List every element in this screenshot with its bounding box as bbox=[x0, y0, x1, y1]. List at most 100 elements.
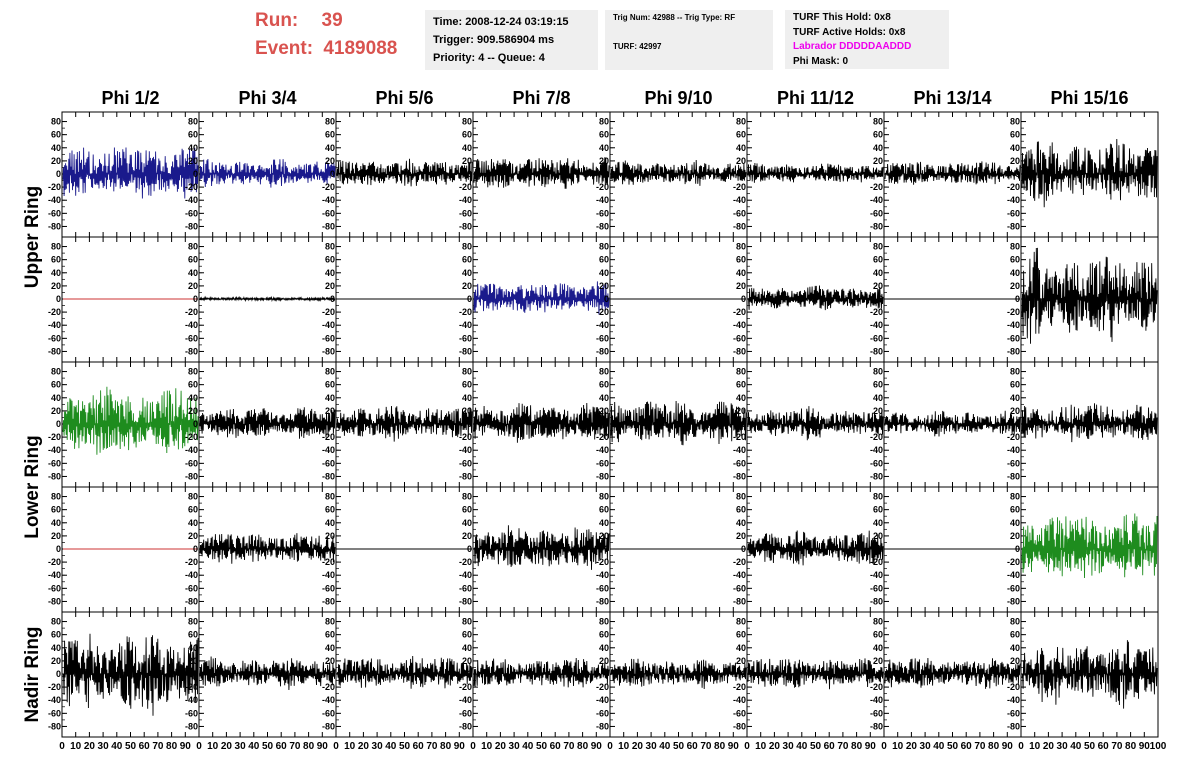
y-tick-label: 80 bbox=[188, 242, 198, 252]
event-line: Event: 4189088 bbox=[255, 38, 397, 60]
y-tick-label: -40 bbox=[322, 695, 335, 705]
y-tick-label: -60 bbox=[48, 208, 61, 218]
y-tick-label: -80 bbox=[596, 346, 609, 356]
run-value: 39 bbox=[321, 10, 343, 31]
y-tick-label: 60 bbox=[599, 255, 609, 265]
x-tick-label: 30 bbox=[509, 741, 521, 752]
x-tick-label: 80 bbox=[440, 741, 452, 752]
waveform-panel: 80 60 40 20 0 -20 -40 -60 -80 bbox=[459, 611, 611, 738]
y-tick-label: 20 bbox=[1010, 156, 1020, 166]
y-tick-label: 40 bbox=[736, 393, 746, 403]
y-tick-label: 0 bbox=[330, 419, 335, 429]
waveform-panel: 80 60 40 20 0 -20 -40 -60 -80 bbox=[185, 361, 337, 488]
waveform-panel: 80 60 40 20 0 -20 -40 -60 -80 bbox=[185, 111, 337, 238]
waveform-trace bbox=[199, 407, 336, 439]
y-tick-label: -40 bbox=[185, 320, 198, 330]
y-tick-label: -60 bbox=[1007, 583, 1020, 593]
x-tick-label: 70 bbox=[700, 741, 712, 752]
y-tick-label: 40 bbox=[873, 518, 883, 528]
x-tick-label: 20 bbox=[906, 741, 918, 752]
x-tick-label: 90 bbox=[591, 741, 603, 752]
y-tick-label: 0 bbox=[741, 669, 746, 679]
y-tick-label: 60 bbox=[873, 380, 883, 390]
y-tick-label: -80 bbox=[596, 721, 609, 731]
x-tick-label: 60 bbox=[687, 741, 699, 752]
x-tick-label: 40 bbox=[522, 741, 534, 752]
y-tick-label: 20 bbox=[599, 656, 609, 666]
y-tick-label: 80 bbox=[51, 617, 61, 627]
y-tick-label: -80 bbox=[1007, 721, 1020, 731]
y-tick-label: 20 bbox=[51, 406, 61, 416]
y-tick-label: -20 bbox=[185, 682, 198, 692]
y-tick-label: -60 bbox=[1007, 333, 1020, 343]
y-tick-label: -80 bbox=[185, 721, 198, 731]
x-tick-label: 70 bbox=[152, 741, 164, 752]
y-tick-label: 0 bbox=[467, 294, 472, 304]
waveform-trace bbox=[884, 410, 1021, 437]
y-tick-label: -40 bbox=[48, 445, 61, 455]
y-tick-label: 40 bbox=[188, 143, 198, 153]
y-tick-label: -60 bbox=[459, 458, 472, 468]
y-tick-label: -60 bbox=[596, 583, 609, 593]
y-tick-label: -20 bbox=[48, 182, 61, 192]
y-tick-label: 0 bbox=[56, 169, 61, 179]
y-tick-label: -40 bbox=[733, 570, 746, 580]
y-tick-label: 80 bbox=[325, 117, 335, 127]
x-tick-label: 60 bbox=[550, 741, 562, 752]
y-tick-label: 60 bbox=[873, 505, 883, 515]
waveform-panel: 80 60 40 20 0 -20 -40 -60 -80 bbox=[1007, 236, 1159, 363]
y-tick-label: -40 bbox=[459, 195, 472, 205]
x-tick-label: 100 bbox=[1150, 741, 1167, 752]
y-tick-label: 40 bbox=[873, 143, 883, 153]
y-tick-label: -80 bbox=[733, 221, 746, 231]
x-tick-label: 30 bbox=[920, 741, 932, 752]
y-tick-label: -40 bbox=[1007, 320, 1020, 330]
y-tick-label: 0 bbox=[467, 669, 472, 679]
y-tick-label: -40 bbox=[1007, 195, 1020, 205]
x-tick-label: 50 bbox=[262, 741, 274, 752]
y-tick-label: -60 bbox=[870, 708, 883, 718]
y-tick-label: 40 bbox=[51, 143, 61, 153]
y-tick-label: 40 bbox=[325, 518, 335, 528]
x-tick-label: 50 bbox=[947, 741, 959, 752]
y-tick-label: 20 bbox=[188, 656, 198, 666]
x-tick-label: 30 bbox=[783, 741, 795, 752]
y-tick-label: -80 bbox=[185, 346, 198, 356]
y-tick-label: -60 bbox=[185, 333, 198, 343]
y-tick-label: 40 bbox=[873, 393, 883, 403]
y-tick-label: 80 bbox=[873, 492, 883, 502]
x-tick-label: 30 bbox=[235, 741, 247, 752]
y-tick-label: -20 bbox=[185, 557, 198, 567]
waveform-trace bbox=[884, 161, 1021, 185]
waveform-panel: 80 60 40 20 0 -20 -40 -60 -80 bbox=[48, 236, 200, 363]
y-tick-label: 60 bbox=[1010, 380, 1020, 390]
y-tick-label: 80 bbox=[462, 492, 472, 502]
y-tick-label: -40 bbox=[733, 445, 746, 455]
y-tick-label: 20 bbox=[51, 156, 61, 166]
y-tick-label: -20 bbox=[48, 682, 61, 692]
waveform-trace bbox=[199, 656, 336, 691]
y-tick-label: -60 bbox=[870, 458, 883, 468]
y-tick-label: -40 bbox=[48, 695, 61, 705]
y-tick-label: 80 bbox=[51, 242, 61, 252]
y-tick-label: 0 bbox=[56, 294, 61, 304]
y-tick-label: -60 bbox=[185, 583, 198, 593]
y-tick-label: -40 bbox=[48, 320, 61, 330]
y-tick-label: 80 bbox=[51, 117, 61, 127]
y-tick-label: -20 bbox=[185, 432, 198, 442]
y-tick-label: 0 bbox=[741, 419, 746, 429]
y-tick-label: 0 bbox=[330, 669, 335, 679]
x-tick-label: 90 bbox=[728, 741, 740, 752]
y-tick-label: -60 bbox=[322, 458, 335, 468]
y-tick-label: 0 bbox=[878, 419, 883, 429]
waveform-trace bbox=[336, 405, 473, 442]
x-tick-label: 60 bbox=[824, 741, 836, 752]
y-tick-label: 20 bbox=[51, 281, 61, 291]
y-tick-label: 20 bbox=[599, 531, 609, 541]
y-tick-label: -60 bbox=[870, 583, 883, 593]
waveform-trace bbox=[473, 402, 610, 443]
waveform-panel: 80 60 40 20 0 -20 -40 -60 -80 bbox=[185, 486, 337, 613]
y-tick-label: -40 bbox=[459, 445, 472, 455]
x-tick-label: 90 bbox=[1139, 741, 1151, 752]
